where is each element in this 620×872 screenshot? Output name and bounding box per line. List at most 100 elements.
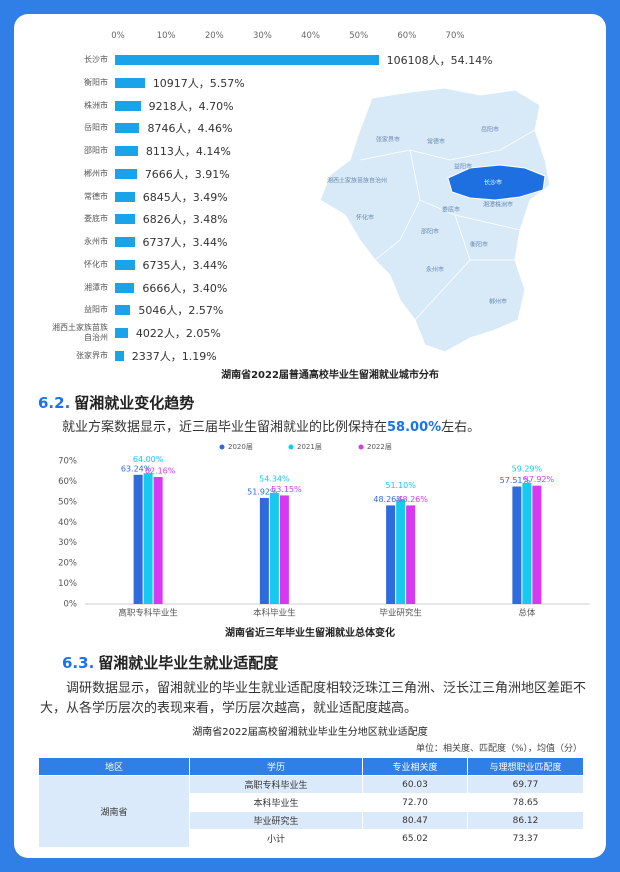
legend-label: 2021届 bbox=[297, 443, 322, 451]
bar bbox=[279, 495, 289, 604]
header-row: 地区 学历 专业相关度 与理想职业匹配度 bbox=[38, 757, 584, 776]
x-tick-label: 60% bbox=[397, 31, 417, 41]
heading: 6.3. 留湘就业毕业生就业适配度 bbox=[62, 652, 278, 673]
value-label: 53.15% bbox=[271, 485, 302, 494]
table-row: 毕业研究生 80.47 86.12 bbox=[39, 811, 584, 830]
bar bbox=[269, 492, 279, 604]
table: 地区 学历 专业相关度 与理想职业匹配度 湖南省 高职专科毕业生 60.03 69.7… bbox=[38, 757, 584, 848]
map-label: 邵阳市 bbox=[421, 228, 439, 236]
bar bbox=[133, 474, 143, 604]
legend-label: 2020届 bbox=[228, 443, 253, 451]
table-title: 湖南省2022届高校留湘就业毕业生分地区就业适配度 bbox=[192, 727, 428, 738]
x-tick-label: 10% bbox=[156, 31, 176, 41]
map-label: 湘西土家族苗族自治州 bbox=[327, 177, 387, 185]
table-cell: 高职专科毕业生 bbox=[189, 775, 363, 794]
table-cell: 78.65 bbox=[467, 793, 584, 812]
changsha-region bbox=[447, 164, 546, 201]
table-cell: 本科毕业生 bbox=[189, 793, 363, 812]
category-label: 永州市 bbox=[84, 237, 108, 247]
map-label: 衡阳市 bbox=[470, 241, 488, 249]
y-tick-label: 40% bbox=[58, 518, 77, 528]
map-label: 张家界市 bbox=[376, 136, 400, 144]
section-number: 6.2. bbox=[38, 394, 71, 412]
bar bbox=[386, 505, 396, 604]
table-body: 湖南省 高职专科毕业生 60.03 69.77 本科毕业生 72.70 78.65 毕业研究生… bbox=[38, 775, 584, 848]
y-tick-label: 0% bbox=[64, 600, 78, 610]
x-tick-label: 50% bbox=[349, 31, 369, 41]
section-number: 6.3. bbox=[62, 654, 95, 672]
bar bbox=[532, 485, 542, 604]
bar bbox=[115, 168, 137, 179]
category-label: 邵阳市 bbox=[84, 146, 108, 156]
category-label: 益阳市 bbox=[84, 305, 108, 315]
category-label: 株洲市 bbox=[84, 100, 108, 110]
category-label: 张家界市 bbox=[76, 351, 108, 360]
x-tick-label: 总体 bbox=[518, 608, 536, 619]
bar bbox=[115, 237, 135, 248]
x-tick-label: 30% bbox=[252, 31, 272, 41]
category-label: 长沙市 bbox=[84, 55, 108, 64]
x-tick-label: 70% bbox=[445, 31, 465, 41]
bar bbox=[115, 100, 141, 111]
legend-marker bbox=[288, 444, 294, 450]
bar bbox=[153, 477, 163, 604]
map-label: 长沙市 bbox=[484, 179, 502, 187]
value-label: 64.00% bbox=[133, 455, 164, 464]
legend-marker bbox=[358, 444, 364, 450]
bar bbox=[115, 282, 135, 293]
value-label: 2337人，1.19% bbox=[131, 350, 217, 363]
value-label: 6737人，3.44% bbox=[142, 236, 228, 250]
category-label: 湘西土家族苗族自治州 bbox=[52, 323, 108, 343]
value-label: 51.92% bbox=[247, 487, 278, 496]
value-label: 6666人，3.40% bbox=[142, 281, 228, 295]
header-cell: 与理想职业匹配度 bbox=[467, 757, 584, 776]
value-label: 51.10% bbox=[385, 481, 416, 490]
bar bbox=[115, 191, 135, 202]
section-title: 留湘就业变化趋势 bbox=[74, 394, 195, 412]
value-label: 59.29% bbox=[512, 464, 543, 473]
value-label: 6845人，3.49% bbox=[142, 190, 228, 204]
value-label: 63.24% bbox=[121, 464, 152, 473]
chart-title: 湖南省2022届普通高校毕业生留湘就业城市分布 bbox=[221, 370, 439, 381]
value-label: 8113人，4.14% bbox=[145, 145, 231, 159]
bar bbox=[115, 328, 128, 339]
section-heading: 6.3. 留湘就业毕业生就业适配度 bbox=[62, 652, 278, 673]
y-tick-label: 10% bbox=[58, 579, 77, 589]
value-label: 8746人，4.46% bbox=[147, 122, 233, 136]
map-label: 湘潭株洲市 bbox=[483, 201, 513, 209]
x-tick-label: 0% bbox=[111, 31, 125, 41]
table-row: 本科毕业生 72.70 78.65 bbox=[39, 793, 584, 812]
bar bbox=[115, 214, 135, 225]
table-cell: 86.12 bbox=[467, 811, 584, 830]
x-tick-label: 本科毕业生 bbox=[253, 608, 296, 619]
value-label: 54.34% bbox=[259, 474, 290, 483]
map-borders bbox=[359, 129, 536, 321]
bar bbox=[115, 77, 145, 88]
bar bbox=[115, 55, 379, 65]
category-label: 湘潭市 bbox=[84, 282, 108, 292]
legend-marker bbox=[219, 444, 225, 450]
map-label: 永州市 bbox=[426, 266, 444, 274]
table-row: 湖南省 高职专科毕业生 60.03 69.77 bbox=[38, 775, 584, 848]
value-label: 4022人，2.05% bbox=[135, 327, 221, 341]
highlight: 58.00% bbox=[387, 420, 442, 435]
value-label: 106108人，54.14% bbox=[386, 54, 493, 67]
value-label: 10917人，5.57% bbox=[152, 76, 245, 90]
y-tick-label: 70% bbox=[58, 457, 77, 467]
value-label: 57.51% bbox=[500, 476, 531, 485]
header-cell: 地区 bbox=[38, 757, 190, 776]
x-tick-label: 高职专科毕业生 bbox=[118, 608, 178, 619]
value-label: 62.16% bbox=[145, 467, 176, 476]
table-cell: 65.02 bbox=[362, 829, 468, 848]
category-label: 岳阳市 bbox=[84, 123, 108, 133]
map-label: 怀化市 bbox=[356, 214, 374, 222]
table-cell: 小计 bbox=[189, 829, 363, 848]
y-tick-label: 30% bbox=[58, 538, 77, 548]
hunan-map bbox=[319, 87, 551, 353]
value-label: 48.26% bbox=[397, 495, 428, 504]
value-label: 48.26% bbox=[373, 495, 404, 504]
category-label: 怀化市 bbox=[84, 259, 108, 269]
map-label: 常德市 bbox=[427, 138, 445, 146]
